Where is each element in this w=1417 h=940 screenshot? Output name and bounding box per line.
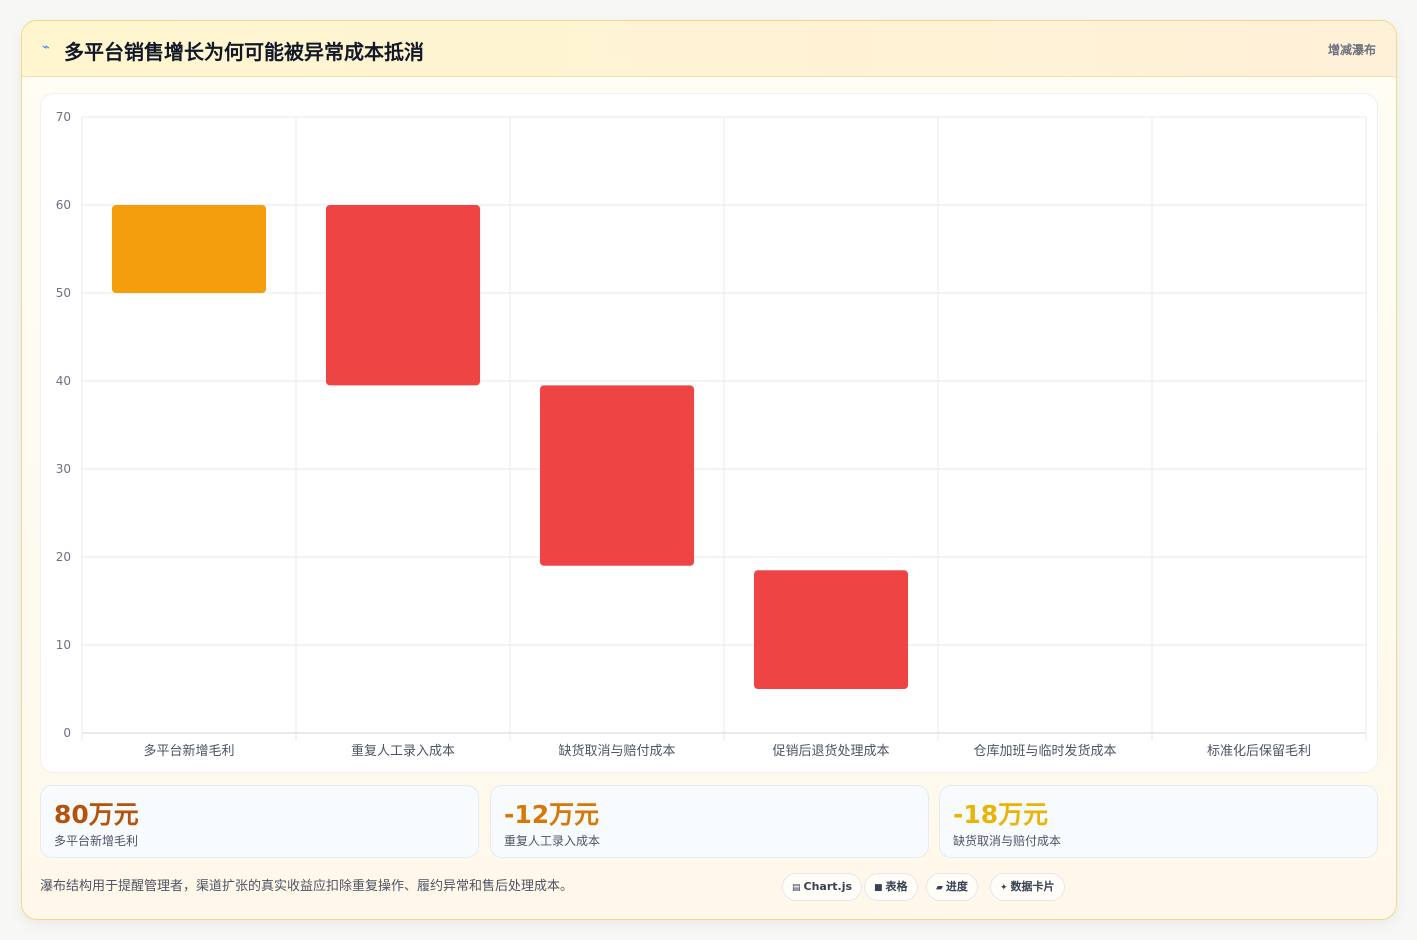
chart-type-tag: 增减瀑布	[1327, 43, 1376, 57]
chart-area: 0 10 20 30 40 50 60 70 多平台新增毛利 重复人工录入成本 缺货取消与赔付成本 促…	[40, 93, 1378, 773]
waterfall-bar	[539, 385, 695, 566]
waterfall-bar	[753, 570, 909, 689]
pill-table[interactable]: ■ 表格	[864, 873, 918, 901]
y-tick-label: 10	[56, 638, 71, 652]
y-tick-label: 70	[56, 110, 71, 124]
pill-label: 数据卡片	[1010, 880, 1055, 893]
pill-label: Chart.js	[803, 880, 853, 893]
kpi-label: 多平台新增毛利	[54, 834, 139, 848]
progress-icon: ▰	[936, 883, 943, 893]
pill-data-card[interactable]: ✦ 数据卡片	[990, 873, 1065, 901]
x-tick-label: 多平台新增毛利	[143, 743, 234, 759]
kpi-value: -18万元	[953, 800, 1049, 829]
kpi-label: 缺货取消与赔付成本	[953, 834, 1062, 848]
y-tick-label: 0	[63, 726, 71, 740]
x-tick-label: 缺货取消与赔付成本	[558, 743, 675, 759]
pill-chartjs[interactable]: ▤ Chart.js	[782, 873, 863, 901]
kpi-card: -12万元 重复人工录入成本	[490, 785, 929, 858]
chart-card: ⌁ 多平台销售增长为何可能被异常成本抵消 增减瀑布 0 10 20 30 40 50 60 7…	[21, 20, 1397, 920]
y-tick-label: 60	[56, 198, 71, 212]
kpi-value: 80万元	[54, 800, 139, 829]
kpi-value: -12万元	[504, 800, 600, 829]
lightning-icon: ⌁	[42, 40, 50, 55]
footnote: 瀑布结构用于提醒管理者，渠道扩张的真实收益应扣除重复操作、履约异常和售后处理成本…	[40, 879, 574, 894]
y-tick-label: 50	[56, 286, 71, 300]
page-title: 多平台销售增长为何可能被异常成本抵消	[64, 40, 424, 64]
x-tick-label: 重复人工录入成本	[351, 743, 455, 759]
kpi-card: 80万元 多平台新增毛利	[40, 785, 479, 858]
x-tick-label: 仓库加班与临时发货成本	[973, 743, 1116, 759]
y-tick-label: 30	[56, 462, 71, 476]
kpi-label: 重复人工录入成本	[504, 834, 601, 848]
y-tick-label: 20	[56, 550, 71, 564]
chart-icon: ▤	[792, 883, 801, 893]
x-tick-label: 标准化后保留毛利	[1207, 744, 1311, 759]
pill-label: 表格	[885, 880, 908, 893]
waterfall-bar	[111, 205, 267, 293]
kpi-card: -18万元 缺货取消与赔付成本	[939, 785, 1378, 858]
x-tick-label: 促销后退货处理成本	[772, 743, 889, 759]
sparkle-icon: ✦	[1000, 883, 1008, 893]
y-tick-label: 40	[56, 374, 71, 388]
table-icon: ■	[874, 883, 883, 893]
pill-progress[interactable]: ▰ 进度	[926, 873, 978, 901]
pill-label: 进度	[945, 880, 968, 893]
waterfall-bar	[325, 205, 481, 386]
waterfall-chart: 0 10 20 30 40 50 60 70 多平台新增毛利 重复人工录入成本 缺货取消与赔付成本 促…	[56, 110, 1367, 759]
card-header: ⌁ 多平台销售增长为何可能被异常成本抵消 增减瀑布	[22, 21, 1396, 77]
